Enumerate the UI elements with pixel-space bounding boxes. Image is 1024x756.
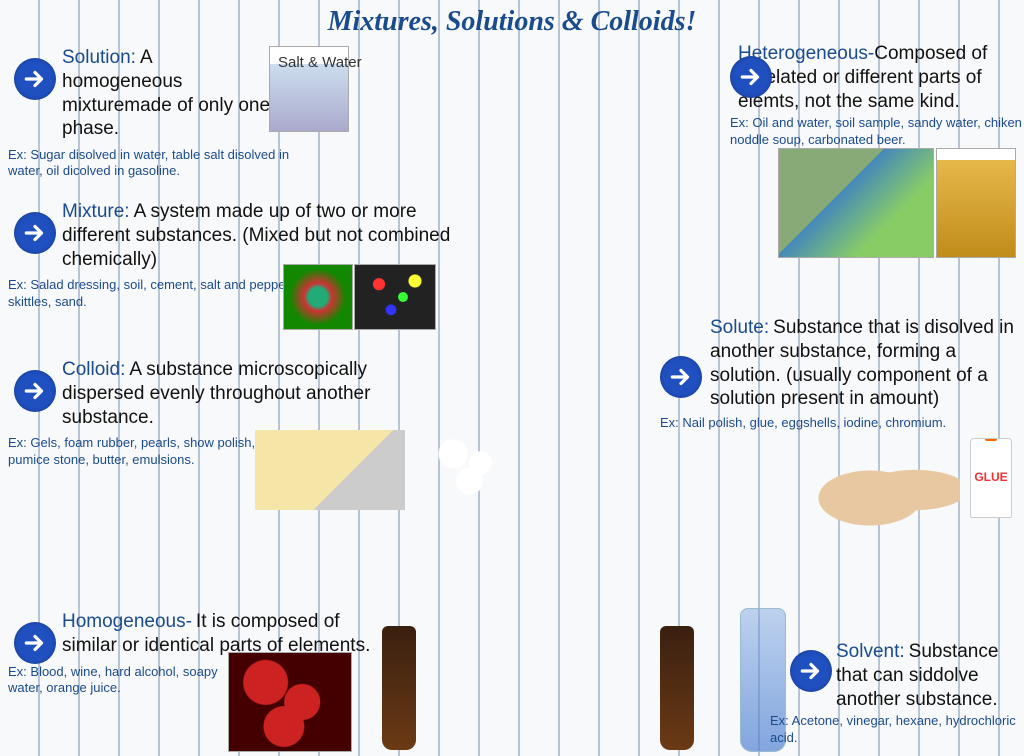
arrow-icon xyxy=(14,622,56,664)
image-blood-cells xyxy=(228,652,352,752)
image-bottle-1 xyxy=(382,626,416,750)
term-label: Solute: xyxy=(710,317,769,338)
term-label: Mixture: xyxy=(62,201,130,222)
image-eggshells xyxy=(810,450,960,530)
arrow-icon xyxy=(14,212,56,254)
entry-solute: Solute: Substance that is disolved in an… xyxy=(660,316,1024,431)
example-text: Ex: Acetone, vinegar, hexane, hydrochlor… xyxy=(770,713,1024,746)
term-label: Solvent: xyxy=(836,641,905,662)
image-butter xyxy=(255,430,405,510)
example-text: Ex: Sugar disolved in water, table salt … xyxy=(8,147,308,180)
arrow-icon xyxy=(790,650,832,692)
image-label: Salt & Water xyxy=(278,54,362,71)
arrow-icon xyxy=(14,58,56,100)
example-text: Ex: Salad dressing, soil, cement, salt a… xyxy=(8,277,298,310)
page-title: Mixtures, Solutions & Colloids! xyxy=(0,0,1024,38)
example-text: Ex: Oil and water, soil sample, sandy wa… xyxy=(730,115,1024,148)
example-text: Ex: Blood, wine, hard alcohol, soapy wat… xyxy=(8,664,228,697)
example-text: Ex: Gels, foam rubber, pearls, show poli… xyxy=(8,435,268,468)
image-candy xyxy=(354,264,436,330)
image-pearls xyxy=(420,418,530,508)
term-label: Solution: xyxy=(62,47,136,68)
image-glue xyxy=(970,438,1012,518)
arrow-icon xyxy=(14,370,56,412)
entry-heterogeneous: Heterogeneous-Composed of unrelated or d… xyxy=(730,42,1024,148)
arrow-icon xyxy=(730,56,772,98)
arrow-icon xyxy=(660,356,702,398)
image-salad xyxy=(283,264,353,330)
entry-homogeneous: Homogeneous- It is composed of similar o… xyxy=(8,610,428,696)
term-label: Homogeneous- xyxy=(62,611,192,632)
entry-solvent: Solvent: Substance that can siddolve ano… xyxy=(790,640,1024,746)
term-label: Colloid: xyxy=(62,359,125,380)
example-text: Ex: Nail polish, glue, eggshells, iodine… xyxy=(660,415,990,431)
image-wave xyxy=(778,148,934,258)
image-beer xyxy=(936,148,1016,258)
image-bottle-2 xyxy=(660,626,694,750)
